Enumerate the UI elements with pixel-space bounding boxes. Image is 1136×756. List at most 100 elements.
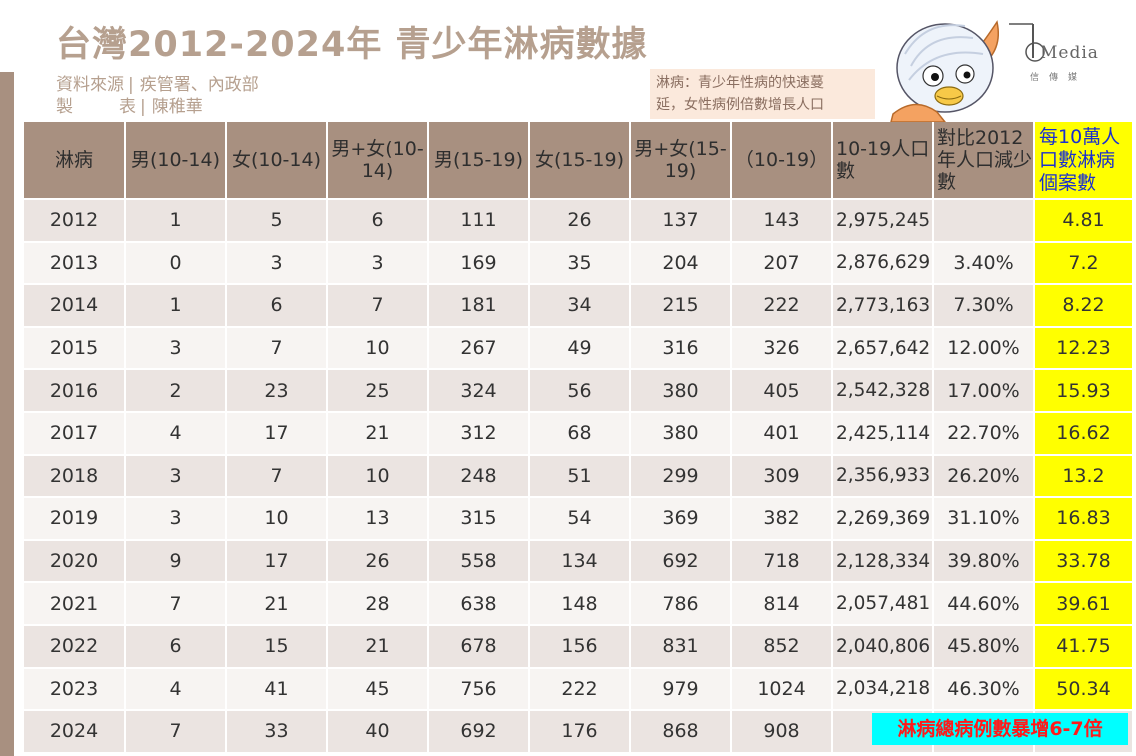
- table-cell: 12.23: [1034, 326, 1134, 371]
- table-cell: 2,425,114: [832, 411, 934, 456]
- table-cell: 786: [630, 582, 732, 626]
- table-cell: 7.2: [1034, 241, 1134, 286]
- table-cell: 12.00%: [933, 326, 1035, 371]
- table-cell: 13.2: [1034, 454, 1134, 499]
- logo-subtext: 信傳媒: [1030, 73, 1088, 83]
- table-cell: 41: [226, 667, 328, 712]
- year-cell: 2015: [24, 326, 126, 371]
- table-cell: 814: [731, 582, 833, 626]
- table-cell: 380: [630, 369, 732, 413]
- table-cell: 2,356,933: [832, 454, 934, 499]
- year-cell: 2014: [24, 284, 126, 328]
- table-cell: 143: [731, 199, 833, 243]
- table-cell: 17: [226, 411, 328, 456]
- table-cell: 756: [428, 667, 530, 712]
- table-row: 2021 7 21 28 638 148 786 814 2,057,481 44.60% 39.6…: [24, 582, 1134, 626]
- table-cell: 31.10%: [933, 497, 1035, 541]
- table-cell: 49: [529, 326, 631, 371]
- table-row: 2019 3 10 13 315 54 369 382 2,269,369 31.10% 16.83: [24, 497, 1134, 541]
- table-cell: 405: [731, 369, 833, 413]
- source-info: 資料來源 | 疾管署、內政部 製表 | 陳稚華: [56, 75, 259, 117]
- table-cell: 39.61: [1034, 582, 1134, 626]
- table-cell: 558: [428, 539, 530, 584]
- table-cell: 7: [327, 284, 429, 328]
- logo-text: Media: [1040, 43, 1099, 63]
- table-cell: 7: [226, 326, 328, 371]
- table-cell: 51: [529, 454, 631, 499]
- table-cell: 26: [529, 199, 631, 243]
- table-cell: 382: [731, 497, 833, 541]
- table-cell: 22.70%: [933, 411, 1035, 456]
- table-cell: 8.22: [1034, 284, 1134, 328]
- table-cell: 10: [226, 497, 328, 541]
- table-cell: 21: [327, 411, 429, 456]
- table-cell: 45: [327, 667, 429, 712]
- table-cell: 401: [731, 411, 833, 456]
- table-cell: 3: [125, 497, 227, 541]
- table-cell: 17: [226, 539, 328, 584]
- table-cell: 176: [529, 710, 631, 754]
- table-cell: 380: [630, 411, 732, 456]
- table-cell: 2,034,218: [832, 667, 934, 712]
- note-line-2: 延，女性病例倍數增長人口: [656, 97, 824, 113]
- table-row: 2013 0 3 3 169 35 204 207 2,876,629 3.40% 7.2: [24, 241, 1134, 286]
- table-cell: 316: [630, 326, 732, 371]
- table-cell: 9: [125, 539, 227, 584]
- table-cell: 326: [731, 326, 833, 371]
- table-cell: 312: [428, 411, 530, 456]
- header-population-decrease: 對比2012年人口減少數: [933, 122, 1035, 200]
- header-total-10-19: （10-19）: [731, 122, 833, 200]
- table-cell: 678: [428, 624, 530, 669]
- table-cell: 16.83: [1034, 497, 1134, 541]
- table-row: 2022 6 15 21 678 156 831 852 2,040,806 45.80% 41.7…: [24, 624, 1134, 669]
- table-cell: 5: [226, 199, 328, 243]
- table-cell: 315: [428, 497, 530, 541]
- table-cell: 44.60%: [933, 582, 1035, 626]
- table-cell: 6: [327, 199, 429, 243]
- header-rate-per-100k: 每10萬人口數淋病個案數: [1034, 122, 1134, 200]
- table-cell: 2: [125, 369, 227, 413]
- source-value: 疾管署、內政部: [139, 75, 259, 95]
- left-accent-bar: [0, 72, 14, 756]
- table-cell: 4: [125, 667, 227, 712]
- table-cell: 13: [327, 497, 429, 541]
- table-cell: 169: [428, 241, 530, 286]
- table-cell: 26.20%: [933, 454, 1035, 499]
- callout-banner: 淋病總病例數暴增6-7倍: [872, 713, 1128, 745]
- media-logo: [1009, 23, 1045, 62]
- table-cell: 25: [327, 369, 429, 413]
- header-disease: 淋病: [24, 122, 126, 200]
- table-cell: 21: [327, 624, 429, 669]
- source-label: 資料來源: [56, 75, 124, 95]
- year-cell: 2013: [24, 241, 126, 286]
- table-cell: 718: [731, 539, 833, 584]
- table-cell: 868: [630, 710, 732, 754]
- table-cell: 17.00%: [933, 369, 1035, 413]
- table-cell: 207: [731, 241, 833, 286]
- table-cell: 1: [125, 199, 227, 243]
- table-cell: 33.78: [1034, 539, 1134, 584]
- table-cell: 156: [529, 624, 631, 669]
- table-cell: 7: [226, 454, 328, 499]
- table-header-row: 淋病 男(10-14) 女(10-14) 男+女(10-14) 男(15-19) 女(15…: [24, 122, 1134, 200]
- year-cell: 2022: [24, 624, 126, 669]
- table-cell: 7: [125, 710, 227, 754]
- table-cell: 3: [327, 241, 429, 286]
- note-box: 淋病：青少年性病的快速蔓 延，女性病例倍數增長人口: [650, 69, 875, 119]
- table-cell: 7.30%: [933, 284, 1035, 328]
- table-row: 2016 2 23 25 324 56 380 405 2,542,328 17.00% 15.93: [24, 369, 1134, 413]
- maker-label: 製表: [56, 97, 136, 117]
- table-cell: 638: [428, 582, 530, 626]
- gonorrhea-data-table: 淋病 男(10-14) 女(10-14) 男+女(10-14) 男(15-19) 女(15…: [24, 122, 1134, 754]
- note-line-1: 淋病：青少年性病的快速蔓: [656, 75, 824, 91]
- table-cell: 2,269,369: [832, 497, 934, 541]
- year-cell: 2020: [24, 539, 126, 584]
- table-cell: 16.62: [1034, 411, 1134, 456]
- year-cell: 2017: [24, 411, 126, 456]
- table-cell: 40: [327, 710, 429, 754]
- table-row: 2023 4 41 45 756 222 979 1024 2,034,218 46.30% 50.…: [24, 667, 1134, 712]
- table-row: 2014 1 6 7 181 34 215 222 2,773,163 7.30% 8.22: [24, 284, 1134, 328]
- table-cell: 7: [125, 582, 227, 626]
- table-cell: 41.75: [1034, 624, 1134, 669]
- table-cell: 248: [428, 454, 530, 499]
